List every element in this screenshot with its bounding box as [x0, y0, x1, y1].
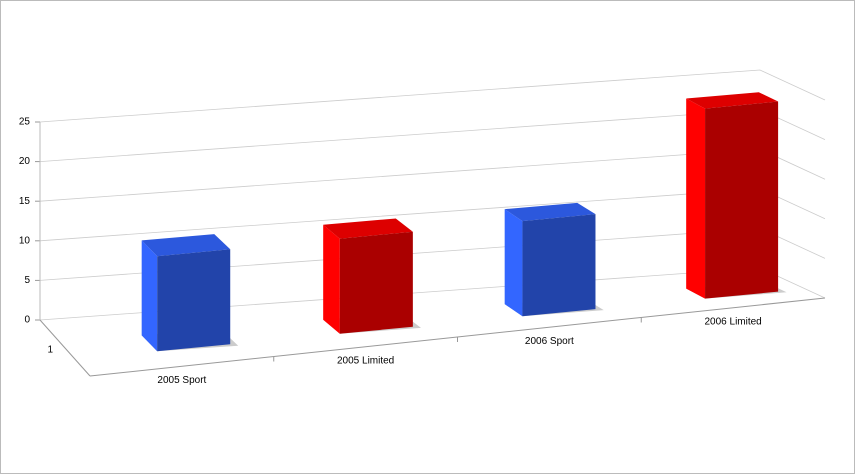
bar-side	[141, 240, 158, 352]
bar-top	[323, 218, 413, 239]
grid-line	[39, 69, 826, 123]
bar	[339, 231, 413, 334]
bar-side	[504, 209, 523, 317]
bar-side	[323, 224, 340, 334]
x-tick-label: 2005 Sport	[157, 375, 206, 386]
bar-top	[686, 92, 779, 109]
y-tick-label: 0	[24, 315, 30, 326]
bar	[522, 214, 596, 317]
x-tick-label: 2006 Sport	[525, 336, 574, 347]
bar-side	[686, 98, 706, 299]
y-tick-label: 15	[19, 196, 31, 207]
y-tick-label: 10	[19, 235, 31, 246]
bar	[705, 101, 779, 299]
y-tick-label: 20	[19, 156, 31, 167]
depth-label: 1	[47, 345, 53, 356]
depth-axis	[39, 319, 91, 377]
y-tick-label: 25	[19, 117, 31, 128]
y-tick-label: 5	[24, 275, 30, 286]
bar	[157, 249, 231, 352]
x-tick-label: 2005 Limited	[337, 355, 394, 366]
bar-top	[504, 202, 596, 222]
bar-top	[141, 234, 231, 257]
x-tick-label: 2006 Limited	[704, 316, 761, 327]
